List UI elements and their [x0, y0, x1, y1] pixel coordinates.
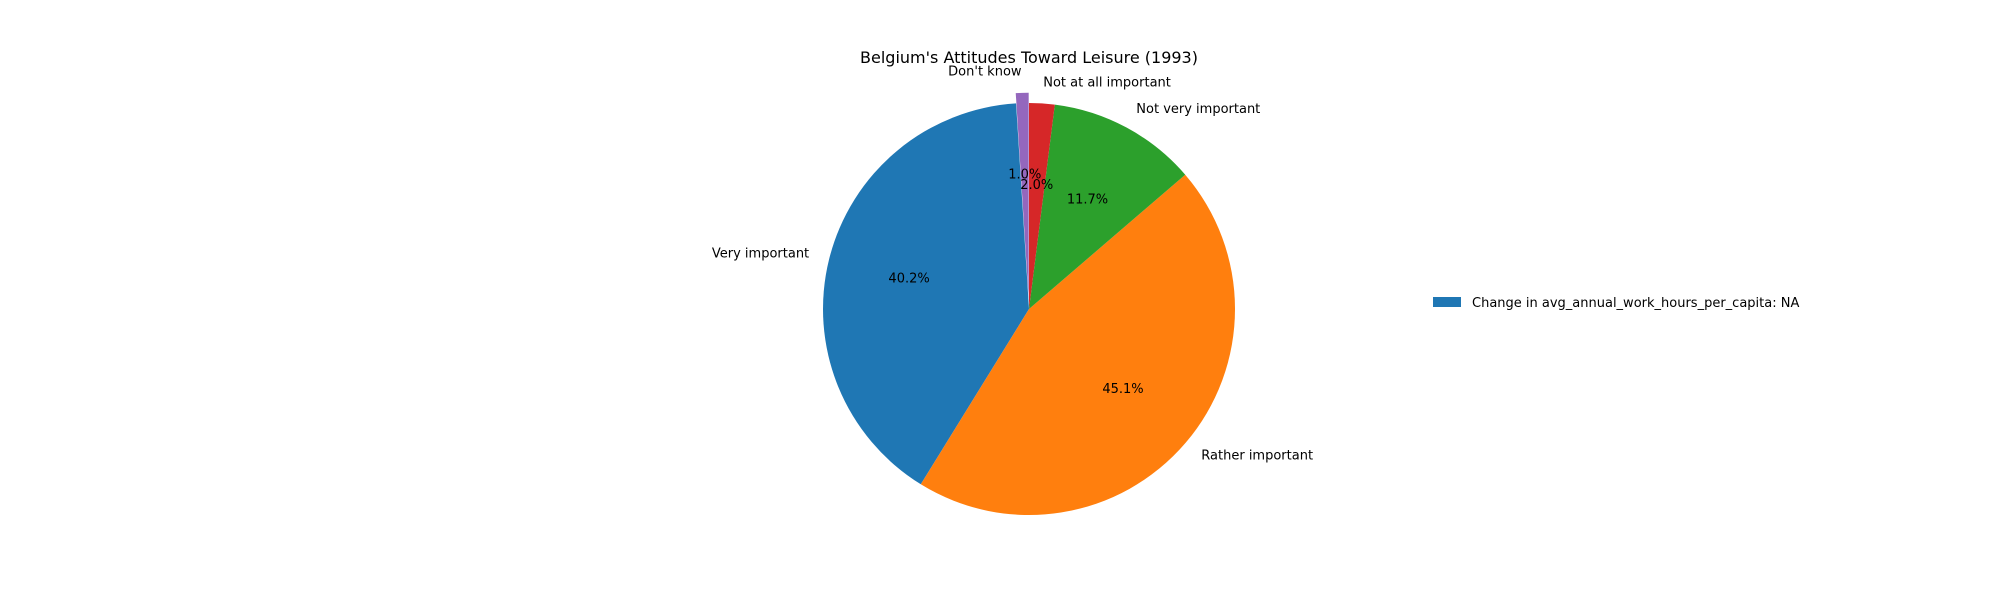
pie-slices	[823, 92, 1236, 516]
slice-label-not-at-all-important: Not at all important	[1043, 75, 1171, 90]
pct-label-don-t-know: 1.0%	[1008, 168, 1041, 183]
slice-don-t-know	[1015, 92, 1029, 299]
slice-not-at-all-important	[1029, 103, 1055, 309]
slice-rather-important	[920, 174, 1236, 516]
pct-label-not-at-all-important: 2.0%	[1020, 178, 1053, 193]
slice-label-not-very-important: Not very important	[1136, 102, 1260, 117]
legend: Change in avg_annual_work_hours_per_capi…	[1433, 296, 1799, 311]
slice-very-important	[823, 103, 1029, 485]
percent-labels: 1.0% 40.2% 45.1% 11.7% 2.0%	[888, 168, 1143, 397]
slice-not-very-important	[1029, 104, 1186, 309]
chart-title: Belgium's Attitudes Toward Leisure (1993…	[860, 48, 1198, 67]
slice-label-rather-important: Rather important	[1201, 449, 1313, 464]
legend-swatch	[1433, 297, 1461, 307]
slice-label-don-t-know: Don't know	[948, 65, 1022, 80]
pct-label-rather-important: 45.1%	[1102, 382, 1143, 397]
slice-label-very-important: Very important	[712, 247, 809, 262]
pct-label-not-very-important: 11.7%	[1067, 193, 1108, 208]
legend-label: Change in avg_annual_work_hours_per_capi…	[1472, 296, 1799, 311]
pct-label-very-important: 40.2%	[888, 272, 929, 287]
slice-labels: Don't know Very important Rather important…	[712, 65, 1313, 464]
